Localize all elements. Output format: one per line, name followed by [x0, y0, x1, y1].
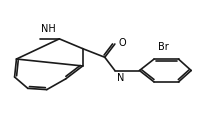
Text: N: N: [117, 73, 124, 83]
Text: Br: Br: [158, 42, 168, 52]
Text: NH: NH: [41, 24, 56, 34]
Text: O: O: [118, 38, 126, 48]
